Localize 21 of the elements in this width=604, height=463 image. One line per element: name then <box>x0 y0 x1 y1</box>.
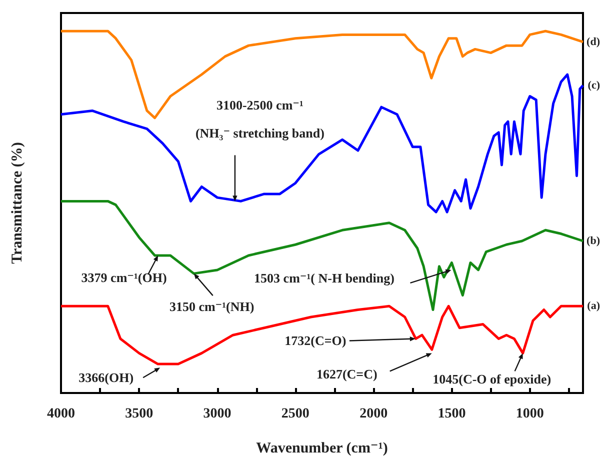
series-label: (c) <box>588 79 600 92</box>
y-axis-title: Transmittance (%) <box>10 142 26 264</box>
x-axis-title: Wavenumber (cm⁻¹) <box>256 440 388 456</box>
series-label: (d) <box>586 36 600 48</box>
annotation: 1503 cm⁻¹( N-H bending) <box>254 270 394 286</box>
x-tick-label: 3000 <box>203 406 232 422</box>
series-label: (b) <box>586 235 600 247</box>
annotation: 1045(C-O of epoxide) <box>432 372 552 387</box>
annotation: 1732(C=O) <box>284 333 346 348</box>
annotation: 3366(OH) <box>78 370 134 386</box>
x-tick-label: 2000 <box>360 406 388 422</box>
x-tick-label: 4000 <box>47 406 75 422</box>
annotation: 3100-2500 cm⁻¹ (NH₃⁻ stretching band) <box>195 98 324 141</box>
x-tick-label: 2500 <box>281 406 310 422</box>
annotation: 3379 cm⁻¹(OH) <box>81 270 167 285</box>
x-tick-label: 1500 <box>438 406 466 422</box>
series-label: (a) <box>587 300 600 312</box>
x-tick-label: 3500 <box>125 406 154 422</box>
x-tick-label: 1000 <box>516 406 544 422</box>
annotation: 1627(C=C) <box>316 366 378 382</box>
annotation: 3150 cm⁻¹(NH) <box>169 299 254 314</box>
